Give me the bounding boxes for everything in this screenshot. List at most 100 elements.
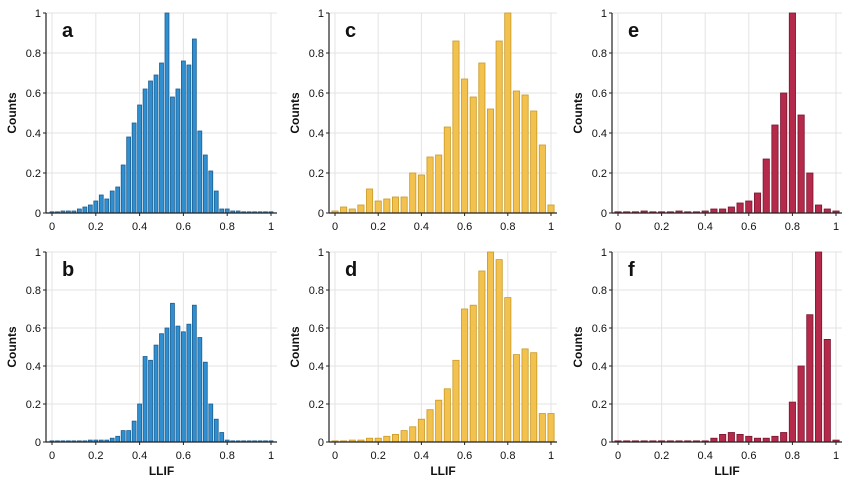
histogram-bar <box>780 432 788 443</box>
x-axis-label: LLIF <box>430 464 455 478</box>
x-tick-label: 0.4 <box>414 450 429 462</box>
histogram-bar <box>120 164 126 214</box>
x-tick-label: 0 <box>615 221 621 233</box>
histogram-bar <box>153 74 159 214</box>
histogram-bar <box>383 198 391 214</box>
y-tick-label: 0.2 <box>592 168 607 180</box>
histogram-bar <box>435 154 443 214</box>
histogram-bar <box>142 88 148 214</box>
x-tick-label: 1 <box>833 450 839 462</box>
y-tick-label: 1 <box>35 8 41 20</box>
y-tick-label: 0.8 <box>26 48 41 60</box>
panel-label: c <box>345 20 356 42</box>
y-tick-label: 0 <box>318 437 324 449</box>
histogram-bar <box>823 338 831 443</box>
histogram-bar <box>762 158 770 214</box>
histogram-bar <box>170 96 175 214</box>
histogram-bar <box>461 78 469 214</box>
x-tick-label: 0.8 <box>220 450 235 462</box>
histogram-bar <box>797 365 805 443</box>
x-tick-label: 0.8 <box>785 450 800 462</box>
x-tick-label: 0.4 <box>414 221 429 233</box>
histogram-bar <box>736 202 744 214</box>
panel-c: 0 0.2 0.4 0.6 0.8 1 0 0.2 0.4 0.6 0.8 1 Counts c <box>288 8 557 233</box>
y-axis-label: Counts <box>571 92 585 134</box>
histogram-bar <box>469 96 477 214</box>
x-tick-label: 0.2 <box>654 450 669 462</box>
x-tick-label: 0 <box>615 450 621 462</box>
x-tick-label: 0.8 <box>785 221 800 233</box>
histogram-bar <box>391 433 399 443</box>
histogram-bar <box>93 200 99 214</box>
x-tick-label: 1 <box>548 221 554 233</box>
histogram-bar <box>452 359 460 443</box>
histogram-bar <box>727 206 735 214</box>
x-axis-label: LLIF <box>714 464 739 478</box>
x-tick-label: 0.4 <box>698 450 713 462</box>
histogram-bar <box>82 206 88 214</box>
x-tick-label: 0.2 <box>88 221 103 233</box>
histogram-bar <box>391 196 399 214</box>
y-axis-label: Counts <box>5 92 19 134</box>
x-tick-label: 0.2 <box>654 221 669 233</box>
histogram-bar <box>753 192 762 214</box>
histogram-bar <box>443 126 451 214</box>
histogram-bar <box>115 435 121 443</box>
y-tick-label: 0.8 <box>309 285 324 297</box>
y-tick-label: 0.8 <box>26 285 41 297</box>
histogram-bar <box>400 196 408 214</box>
histogram-bar <box>148 80 153 214</box>
histogram-bar <box>159 333 164 443</box>
histogram-bar <box>487 251 495 443</box>
histogram-bar <box>181 331 186 443</box>
histogram-bar <box>142 356 148 443</box>
histogram-bar <box>219 432 225 443</box>
x-tick-label: 0 <box>49 221 55 233</box>
histogram-bar <box>120 430 126 443</box>
histogram-bar <box>815 251 823 443</box>
y-axis-label: Counts <box>5 326 19 368</box>
histogram-bar <box>383 435 391 443</box>
histogram-bar <box>452 40 460 214</box>
histogram-bar <box>137 104 142 214</box>
x-tick-label: 0.8 <box>500 450 515 462</box>
y-tick-label: 0.6 <box>592 88 607 100</box>
histogram-bar <box>547 204 555 214</box>
histogram-bar <box>538 144 546 214</box>
histogram-bar <box>400 430 408 443</box>
y-tick-label: 0.8 <box>592 48 607 60</box>
histogram-bar <box>719 433 727 443</box>
histogram-bar <box>771 435 779 443</box>
histogram-bar <box>521 348 529 443</box>
histogram-bar <box>164 12 170 214</box>
x-tick-label: 0.8 <box>220 221 235 233</box>
y-tick-label: 0.6 <box>26 323 41 335</box>
panel-label: f <box>628 259 635 281</box>
panel-d: 0 0.2 0.4 0.6 0.8 1 0 0.2 0.4 0.6 0.8 1 Counts LLIF d <box>288 247 557 478</box>
histogram-bar <box>159 62 164 214</box>
histogram-bar <box>487 108 495 214</box>
y-tick-label: 0.8 <box>592 285 607 297</box>
histogram-bar <box>340 206 348 214</box>
y-axis-label: Counts <box>288 326 302 368</box>
histogram-bar <box>137 403 142 443</box>
histogram-bar <box>478 62 486 214</box>
histogram-bar <box>435 399 443 443</box>
histogram-bar <box>478 270 486 443</box>
histogram-bar <box>208 170 214 214</box>
histogram-bar <box>109 190 115 214</box>
x-tick-label: 1 <box>833 221 839 233</box>
histogram-bar <box>788 401 796 443</box>
panel-e: 0 0.2 0.4 0.6 0.8 1 0 0.2 0.4 0.6 0.8 1 Counts e <box>571 8 842 233</box>
y-tick-label: 0.4 <box>309 361 324 373</box>
histogram-bar <box>191 304 197 443</box>
histogram-bar <box>426 409 434 443</box>
x-tick-label: 0.6 <box>457 221 472 233</box>
x-tick-label: 0.4 <box>132 450 147 462</box>
histogram-bar <box>504 12 512 214</box>
x-tick-label: 0.4 <box>698 221 713 233</box>
histogram-bar <box>417 174 425 214</box>
histogram-bar <box>208 403 214 443</box>
x-tick-label: 0.6 <box>176 450 191 462</box>
histogram-bar <box>409 172 417 214</box>
